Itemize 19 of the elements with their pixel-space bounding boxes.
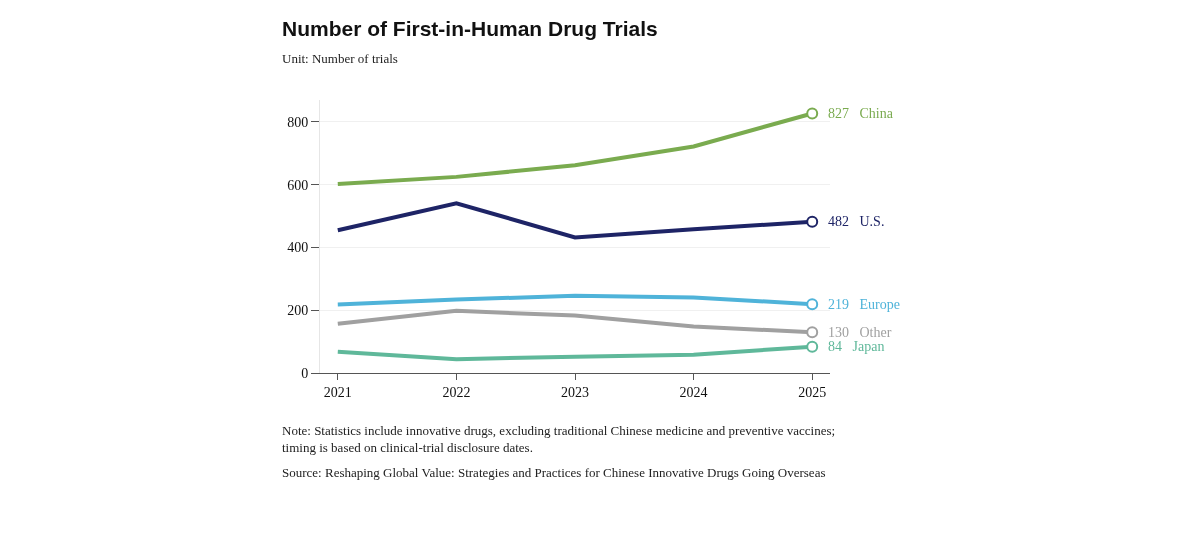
y-tick-label: 0 — [301, 365, 309, 381]
text: 827 China — [828, 106, 893, 121]
x-tick-label: 2022 — [442, 384, 471, 400]
x-tick-label: 2023 — [561, 384, 589, 400]
y-tick-label: 200 — [287, 303, 309, 319]
text: 219 Europe — [828, 297, 900, 312]
chart-title: Number of First-in-Human Drug Trials — [282, 17, 658, 40]
text: 482 U.S. — [828, 214, 885, 229]
y-tick-label: 800 — [287, 114, 309, 130]
source-note: Source: Reshaping Global Value: Strategies and Practices for Chinese Innovative Drugs Going Overseas — [282, 465, 826, 480]
chart-subtitle: Unit: Number of trials — [282, 51, 398, 66]
text: 84 Japan — [828, 339, 885, 354]
y-tick-label: 600 — [287, 177, 309, 193]
x-tick-label: 2024 — [679, 384, 708, 400]
text: 130 Other — [828, 325, 892, 340]
x-tick-label: 2025 — [798, 384, 827, 400]
x-tick-label: 2021 — [323, 384, 352, 400]
y-tick-label: 400 — [287, 240, 309, 256]
text: Note: Statistics include innovative drugs, excluding traditional Chinese medicine and preventive vaccines; timing is based on clinical-trial disclosure dates. — [282, 423, 836, 455]
